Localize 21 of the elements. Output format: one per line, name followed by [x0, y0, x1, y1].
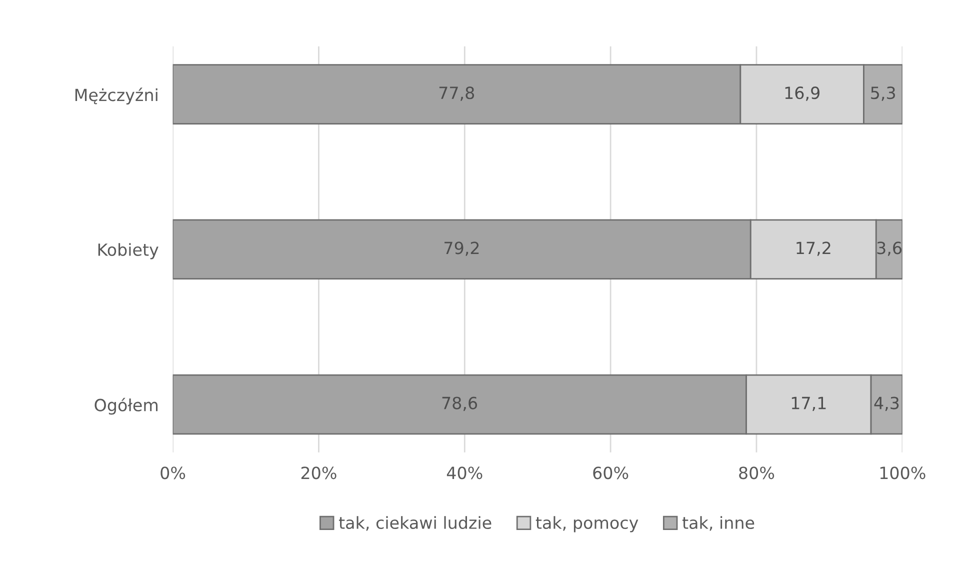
data-label: 78,6: [442, 396, 478, 412]
x-tick-label: 0%: [160, 466, 186, 480]
legend-label: tak, inne: [682, 516, 754, 531]
data-label: 5,3: [871, 86, 895, 101]
data-label: 16,9: [785, 86, 820, 101]
data-label: 17,1: [792, 396, 826, 412]
x-tick-label: 60%: [593, 466, 628, 480]
y-tick-label: Ogółem: [94, 398, 158, 415]
data-label: 17,2: [796, 242, 830, 256]
x-tick-label: 80%: [739, 466, 774, 480]
legend-label: tak, pomocy: [536, 516, 638, 532]
legend-label: tak, ciekawi ludzie: [338, 516, 492, 531]
data-label: 77,8: [439, 86, 474, 101]
y-tick-label: Kobiety: [98, 243, 158, 260]
data-label: 79,2: [444, 242, 479, 256]
y-tick-label: Mężczyźni: [75, 88, 158, 104]
x-tick-label: 20%: [301, 466, 336, 480]
data-label: 4,3: [874, 396, 899, 412]
x-tick-label: 40%: [446, 466, 482, 480]
data-label: 3,6: [877, 242, 902, 256]
x-tick-label: 100%: [880, 466, 926, 480]
